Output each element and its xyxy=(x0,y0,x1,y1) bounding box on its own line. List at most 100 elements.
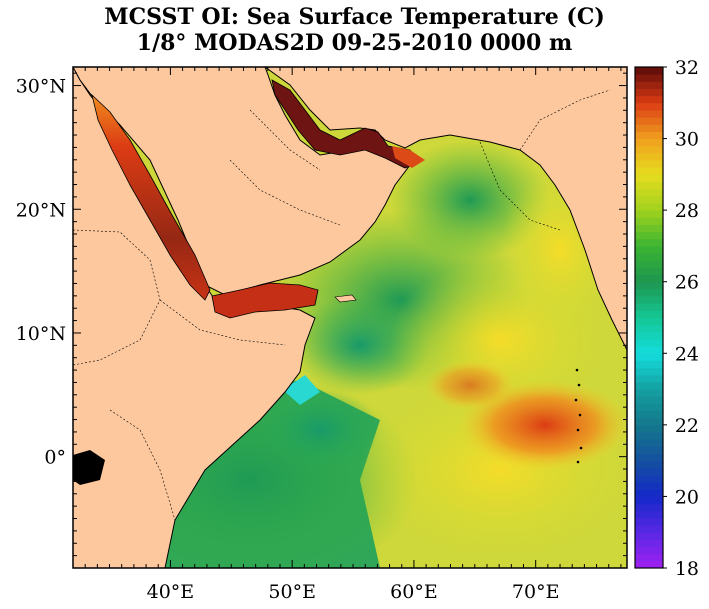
colorbar-swatch xyxy=(635,124,663,132)
lon-tick-label: 60°E xyxy=(390,581,438,603)
colorbar-swatch xyxy=(635,510,663,519)
colorbar-swatch xyxy=(635,102,663,111)
lon-tick-label: 50°E xyxy=(268,581,316,603)
lat-tick-label: 0° xyxy=(44,447,66,469)
colorbar-swatch xyxy=(635,267,663,276)
colorbar-label: 32 xyxy=(675,57,699,79)
colorbar-swatch xyxy=(635,396,663,404)
asia-land xyxy=(264,67,627,351)
lat-tick-label: 20°N xyxy=(16,199,66,221)
colorbar-swatch xyxy=(635,152,663,161)
colorbar-swatch xyxy=(635,109,663,118)
colorbar-swatch xyxy=(635,503,663,512)
colorbar-swatch xyxy=(635,138,663,147)
colorbar-swatch xyxy=(635,88,663,97)
colorbar-swatch xyxy=(635,410,663,419)
colorbar-swatch xyxy=(635,532,663,540)
gulf-of-oman xyxy=(392,146,425,168)
colorbar-swatch xyxy=(635,253,663,261)
colorbar-label: 30 xyxy=(675,129,699,151)
colorbar xyxy=(634,66,664,569)
colorbar-swatch xyxy=(635,117,663,125)
colorbar-swatch xyxy=(635,224,663,233)
colorbar-swatch xyxy=(635,245,663,254)
arabia-land xyxy=(73,67,411,296)
colorbar-swatch xyxy=(635,317,663,326)
colorbar-swatch xyxy=(635,360,663,369)
colorbar-swatch xyxy=(635,374,663,383)
colorbar-swatch xyxy=(635,403,663,412)
colorbar-label: 26 xyxy=(675,272,699,294)
colorbar-swatch xyxy=(635,303,663,311)
teal-patch-somali xyxy=(260,390,380,470)
colorbar-swatch xyxy=(635,174,663,183)
colorbar-swatch xyxy=(635,217,663,225)
colorbar-swatch xyxy=(635,202,663,211)
axis-ticks xyxy=(72,67,627,569)
lon-tick-label: 40°E xyxy=(147,581,195,603)
colorbar-swatch xyxy=(635,210,663,218)
colorbar-swatch xyxy=(635,160,663,168)
colorbar-swatch xyxy=(635,496,663,505)
colorbar-swatch xyxy=(635,560,663,569)
colorbar-swatch xyxy=(635,482,663,490)
country-borders xyxy=(73,89,611,521)
colorbar-swatch xyxy=(635,546,663,555)
colorbar-label: 24 xyxy=(675,343,699,365)
map-title: MCSST OI: Sea Surface Temperature (C) xyxy=(104,4,605,30)
colorbar-swatch xyxy=(635,95,663,104)
colorbar-swatch xyxy=(635,274,663,283)
colorbar-swatch xyxy=(635,553,663,562)
colorbar-swatch xyxy=(635,525,663,533)
map-frame xyxy=(72,66,628,569)
colorbar-label: 22 xyxy=(675,415,699,437)
gulf-of-aden xyxy=(211,282,319,319)
map-plot-area xyxy=(73,67,627,568)
colorbar-swatch xyxy=(635,432,663,440)
colorbar-swatch xyxy=(635,346,663,354)
colorbar-swatch xyxy=(635,338,663,347)
colorbar-swatch xyxy=(635,181,663,190)
lat-tick-label: 10°N xyxy=(16,323,66,345)
colorbar-swatch xyxy=(635,467,663,476)
colorbar-swatch xyxy=(635,367,663,376)
colorbar-swatch xyxy=(635,81,663,89)
map-subtitle: 1/8° MODAS2D 09-25-2010 0000 m xyxy=(136,30,573,56)
colorbar-swatch xyxy=(635,539,663,548)
colorbar-swatch xyxy=(635,446,663,454)
lon-tick-label: 70°E xyxy=(512,581,560,603)
colorbar-swatch xyxy=(635,281,663,290)
colorbar-swatch xyxy=(635,310,663,318)
colorbar-label: 28 xyxy=(675,200,699,222)
colorbar-swatch xyxy=(635,439,663,447)
colorbar-swatch xyxy=(635,288,663,297)
colorbar-swatch xyxy=(635,489,663,497)
colorbar-swatch xyxy=(635,424,663,433)
colorbar-swatch xyxy=(635,167,663,175)
colorbar-swatch xyxy=(635,517,663,526)
lat-axis-labels: 30°N 20°N 10°N 0° xyxy=(16,76,66,469)
colorbar-swatch xyxy=(635,460,663,469)
lon-axis-labels: 40°E 50°E 60°E 70°E xyxy=(147,581,560,603)
maldives-islands xyxy=(574,368,583,464)
colorbar-frame xyxy=(634,66,664,569)
cyan-upwelling xyxy=(283,375,320,405)
colorbar-swatch xyxy=(635,188,663,197)
colorbar-swatch xyxy=(635,145,663,154)
lake-victoria xyxy=(73,450,105,485)
colorbar-label: 18 xyxy=(675,558,699,580)
colorbar-swatch xyxy=(635,74,663,82)
red-sea xyxy=(91,93,211,301)
colorbar-swatch xyxy=(635,389,663,397)
colorbar-swatch xyxy=(635,331,663,340)
colorbar-label: 20 xyxy=(675,486,699,508)
colorbar-labels: 32 30 28 26 24 22 20 18 xyxy=(663,57,699,580)
lat-tick-label: 30°N xyxy=(16,76,66,98)
colorbar-swatch xyxy=(635,296,663,304)
colorbar-swatch xyxy=(635,324,663,333)
colorbar-swatch xyxy=(635,260,663,268)
colorbar-swatch xyxy=(635,231,663,240)
colorbar-swatch xyxy=(635,381,663,390)
colorbar-swatch xyxy=(635,131,663,140)
